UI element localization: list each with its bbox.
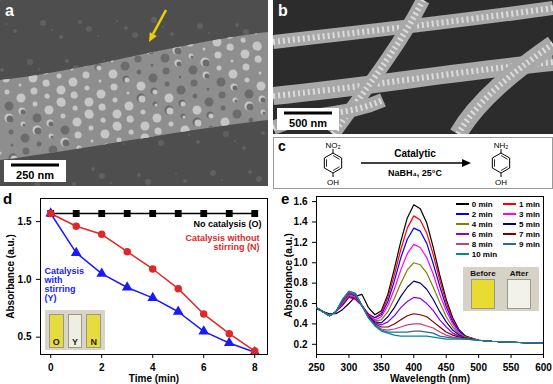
svg-text:Catalysis withoutstirring (N): Catalysis withoutstirring (N) <box>185 233 259 252</box>
html-text:d: d <box>3 190 13 207</box>
html-text:O: O <box>52 337 60 347</box>
svg-text:550: 550 <box>503 362 520 373</box>
svg-text:250 nm: 250 nm <box>16 169 54 181</box>
html-text:6 min: 6 min <box>471 229 493 239</box>
svg-text:NO₂: NO₂ <box>325 141 340 150</box>
svg-text:a: a <box>5 2 14 19</box>
svg-text:No catalysis (O): No catalysis (O) <box>193 219 261 229</box>
html-text:3 min: 3 min <box>519 209 540 219</box>
html-text:7 min: 7 min <box>519 229 540 239</box>
svg-text:450: 450 <box>438 362 455 373</box>
svg-text:OH: OH <box>495 178 507 187</box>
html-text:0 min: 0 min <box>471 199 493 209</box>
svg-text:1.0: 1.0 <box>294 257 308 268</box>
svg-text:300: 300 <box>341 362 358 373</box>
svg-text:b: b <box>278 2 288 19</box>
html-text:Before: Before <box>470 269 496 278</box>
html-text:e: e <box>281 190 290 207</box>
svg-text:6: 6 <box>201 362 207 373</box>
html-text:8 min: 8 min <box>471 239 493 249</box>
svg-text:4: 4 <box>150 362 156 373</box>
svg-text:250: 250 <box>308 362 325 373</box>
svg-text:Wavelength (nm): Wavelength (nm) <box>390 373 470 384</box>
svg-text:8: 8 <box>252 362 258 373</box>
svg-text:1.2: 1.2 <box>294 237 308 248</box>
svg-text:1.6: 1.6 <box>294 196 308 207</box>
html-text:Y: Y <box>72 337 78 347</box>
svg-text:1.5: 1.5 <box>18 216 32 227</box>
svg-text:Catalytic: Catalytic <box>394 148 436 159</box>
svg-text:600: 600 <box>535 362 552 373</box>
svg-text:0.4: 0.4 <box>294 318 308 329</box>
html-text:9 min: 9 min <box>519 239 540 249</box>
html-text:1 min: 1 min <box>519 199 540 209</box>
svg-text:0: 0 <box>48 362 54 373</box>
html-text:10 min: 10 min <box>471 249 498 259</box>
svg-text:OH: OH <box>327 178 339 187</box>
svg-text:Catalysiswithstirring(Y): Catalysiswithstirring(Y) <box>44 266 85 303</box>
svg-text:400: 400 <box>405 362 422 373</box>
svg-text:0.2: 0.2 <box>294 339 308 350</box>
svg-text:350: 350 <box>373 362 390 373</box>
svg-text:0.8: 0.8 <box>294 277 308 288</box>
svg-text:Absorbance (a.u.): Absorbance (a.u.) <box>283 233 294 317</box>
svg-text:NaBH₄, 25°C: NaBH₄, 25°C <box>388 168 442 178</box>
svg-text:Absorbance (a.u.): Absorbance (a.u.) <box>5 234 16 318</box>
html-text:4 min: 4 min <box>471 219 493 229</box>
svg-text:500 nm: 500 nm <box>289 117 327 129</box>
svg-text:1.0: 1.0 <box>18 274 32 285</box>
svg-text:NH₂: NH₂ <box>494 141 509 150</box>
html-text:After: After <box>509 269 529 278</box>
svg-text:c: c <box>278 138 286 154</box>
svg-text:2: 2 <box>99 362 105 373</box>
html-text:5 min: 5 min <box>519 219 540 229</box>
svg-text:0.6: 0.6 <box>294 298 308 309</box>
html-text:N: N <box>90 337 97 347</box>
html-text:2 min: 2 min <box>471 209 493 219</box>
svg-text:0.5: 0.5 <box>18 331 32 342</box>
svg-text:500: 500 <box>470 362 487 373</box>
svg-text:Time (min): Time (min) <box>129 373 179 384</box>
svg-text:1.4: 1.4 <box>294 216 308 227</box>
